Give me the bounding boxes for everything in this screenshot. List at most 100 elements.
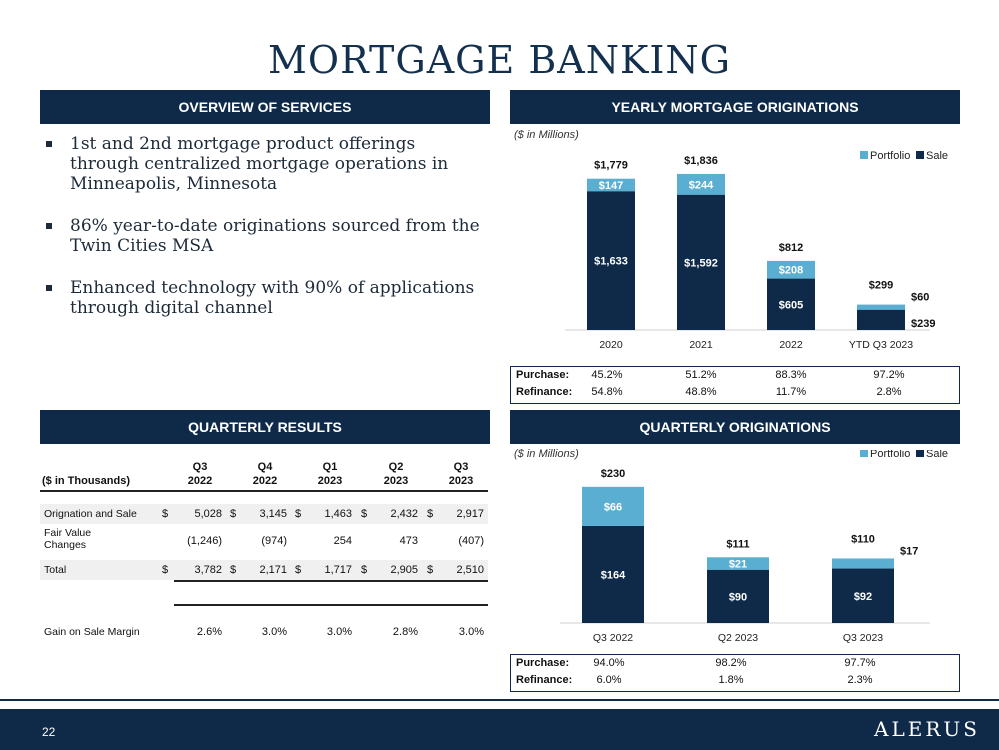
yearly-mix-table: Purchase: 45.2% 51.2% 88.3% 97.2% Refina… bbox=[510, 366, 960, 404]
quarterly-originations-header: QUARTERLY ORIGINATIONS bbox=[510, 410, 960, 444]
sale-data-label: $239 bbox=[911, 318, 935, 330]
purchase-row: Purchase: 45.2% 51.2% 88.3% 97.2% bbox=[511, 367, 959, 384]
refinance-value: 11.7% bbox=[775, 386, 807, 398]
sale-data-label: $1,633 bbox=[594, 256, 628, 268]
table-cell: 5,028 bbox=[194, 508, 222, 520]
purchase-value: 97.2% bbox=[873, 369, 905, 381]
sale-data-label: $1,592 bbox=[684, 257, 718, 269]
header-quarter: Q1 bbox=[322, 461, 338, 473]
portfolio-data-label: $17 bbox=[900, 545, 918, 557]
refinance-value: 1.8% bbox=[718, 674, 744, 686]
refinance-value: 54.8% bbox=[591, 386, 623, 398]
yearly-unit-note: ($ in Millions) bbox=[514, 129, 579, 141]
purchase-value: 45.2% bbox=[591, 369, 623, 381]
bar-sale bbox=[832, 568, 894, 623]
category-tick-label: Q3 2022 bbox=[593, 632, 633, 644]
bar-sale bbox=[582, 525, 644, 623]
table-cell: 3.0% bbox=[326, 626, 352, 638]
table-cell: 2,171 bbox=[259, 564, 287, 576]
unit-label: ($ in Thousands) bbox=[42, 475, 130, 487]
table-cell: 1,717 bbox=[324, 564, 352, 576]
footer-bar bbox=[0, 709, 999, 750]
bar-portfolio bbox=[767, 260, 815, 279]
refinance-label: Refinance: bbox=[516, 386, 573, 398]
total-data-label: $299 bbox=[869, 280, 893, 292]
column-header: Q4 2022 bbox=[245, 460, 285, 488]
yearly-originations-header: YEARLY MORTGAGE ORIGINATIONS bbox=[510, 90, 960, 124]
table-row: Orignation and Sale $5,028 $3,145 $1,463 $2,… bbox=[40, 504, 488, 524]
table-cell: 473 bbox=[399, 535, 418, 547]
dollar-sign: $ bbox=[162, 564, 169, 576]
bar-sale bbox=[587, 191, 635, 330]
refinance-row: Refinance: 6.0% 1.8% 2.3% bbox=[511, 672, 959, 689]
services-list: 1st and 2nd mortgage product offerings t… bbox=[44, 134, 484, 340]
table-cell: 2,917 bbox=[456, 508, 484, 520]
quarterly-results-header: QUARTERLY RESULTS bbox=[40, 410, 490, 444]
purchase-value: 51.2% bbox=[685, 369, 717, 381]
row-label: Total bbox=[44, 564, 67, 576]
table-cell: 2,510 bbox=[456, 564, 484, 576]
header-quarter: Q4 bbox=[257, 461, 273, 473]
yearly-originations-chart: $1,633 $147 $1,779 2020 $1,592 $244 $1,836 2021… bbox=[565, 150, 948, 351]
column-header: Q3 2022 bbox=[180, 460, 220, 488]
dollar-sign: $ bbox=[162, 508, 169, 520]
total-data-label: $1,836 bbox=[684, 155, 718, 167]
purchase-label: Purchase: bbox=[516, 657, 570, 669]
legend-sale-swatch bbox=[916, 450, 924, 457]
dollar-sign: $ bbox=[361, 508, 368, 520]
purchase-row: Purchase: 94.0% 98.2% 97.7% bbox=[511, 655, 959, 672]
header-year: 2022 bbox=[187, 475, 213, 487]
service-text: 86% year-to-date originations sourced fr… bbox=[70, 216, 480, 256]
overview-header: OVERVIEW OF SERVICES bbox=[40, 90, 490, 124]
legend-portfolio-swatch bbox=[860, 151, 868, 159]
column-header: Q2 2023 bbox=[376, 460, 416, 488]
page-number: 22 bbox=[42, 725, 56, 739]
services-list-item: Enhanced technology with 90% of applicat… bbox=[44, 278, 484, 318]
total-data-label: $111 bbox=[726, 538, 749, 550]
purchase-value: 88.3% bbox=[775, 369, 807, 381]
total-data-label: $812 bbox=[779, 242, 803, 254]
table-cell: 2.8% bbox=[392, 626, 418, 638]
purchase-value: 97.7% bbox=[844, 657, 876, 669]
table-cell: 3,145 bbox=[259, 508, 287, 520]
table-row: Fair Value Changes (1,246) (974) 254 473 (407… bbox=[40, 526, 488, 556]
page-title: MORTGAGE BANKING bbox=[268, 38, 731, 82]
legend-sale-label: Sale bbox=[926, 150, 948, 162]
header-year: 2023 bbox=[448, 475, 474, 487]
portfolio-data-label: $244 bbox=[689, 179, 714, 191]
header-quarter: Q2 bbox=[388, 461, 404, 473]
square-bullet-icon bbox=[46, 285, 52, 291]
square-bullet-icon bbox=[46, 141, 52, 147]
quarterly-originations-chart: $164 $66 $230 Q3 2022 $90 $21 $111 Q2 2023 $92 $1… bbox=[560, 450, 948, 644]
row-label: Fair Value Changes bbox=[44, 527, 92, 551]
refinance-value: 2.8% bbox=[876, 386, 902, 398]
table-cell: 3.0% bbox=[261, 626, 287, 638]
row-label: Gain on Sale Margin bbox=[44, 626, 140, 638]
table-cell: 1,463 bbox=[324, 508, 352, 520]
table-row: Gain on Sale Margin 2.6% 3.0% 3.0% 2.8% 3.0% bbox=[40, 622, 488, 642]
category-tick-label: 2021 bbox=[689, 339, 713, 351]
quarterly-unit-note: ($ in Millions) bbox=[514, 448, 579, 460]
portfolio-data-label: $21 bbox=[729, 559, 747, 571]
category-tick-label: Q2 2023 bbox=[718, 632, 758, 644]
service-text: 1st and 2nd mortgage product offerings t… bbox=[70, 134, 449, 194]
bar-portfolio bbox=[587, 178, 635, 192]
services-list-item: 86% year-to-date originations sourced fr… bbox=[44, 216, 484, 256]
legend-portfolio-label: Portfolio bbox=[870, 150, 910, 162]
dollar-sign: $ bbox=[295, 508, 302, 520]
table-cell: 254 bbox=[333, 535, 352, 547]
header-year: 2022 bbox=[252, 475, 278, 487]
refinance-value: 6.0% bbox=[596, 674, 622, 686]
sale-data-label: $164 bbox=[601, 569, 626, 581]
sale-data-label: $605 bbox=[779, 299, 803, 311]
company-logo: ALERUS bbox=[874, 717, 980, 741]
column-header: Q1 2023 bbox=[310, 460, 350, 488]
bar-sale bbox=[857, 309, 905, 330]
legend-sale-label: Sale bbox=[926, 450, 948, 460]
refinance-label: Refinance: bbox=[516, 674, 573, 686]
table-cell: 2.6% bbox=[196, 626, 222, 638]
dollar-sign: $ bbox=[295, 564, 302, 576]
square-bullet-icon bbox=[46, 223, 52, 229]
services-list-item: 1st and 2nd mortgage product offerings t… bbox=[44, 134, 484, 194]
dollar-sign: $ bbox=[361, 564, 368, 576]
